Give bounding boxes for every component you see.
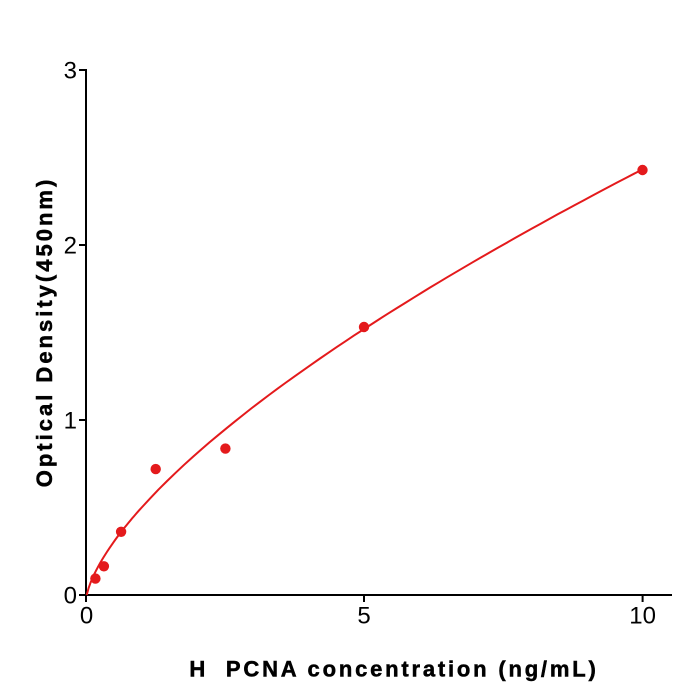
svg-text:Optical Density(450nm): Optical Density(450nm) <box>32 177 57 488</box>
svg-text:1: 1 <box>64 408 77 435</box>
svg-text:5: 5 <box>357 603 370 630</box>
svg-text:H PCNA concentration (ng/mL): H PCNA concentration (ng/mL) <box>189 656 598 681</box>
svg-text:10: 10 <box>629 603 656 630</box>
svg-text:0: 0 <box>64 583 77 610</box>
svg-text:2: 2 <box>64 233 77 260</box>
svg-text:0: 0 <box>80 603 93 630</box>
svg-text:3: 3 <box>64 58 77 85</box>
